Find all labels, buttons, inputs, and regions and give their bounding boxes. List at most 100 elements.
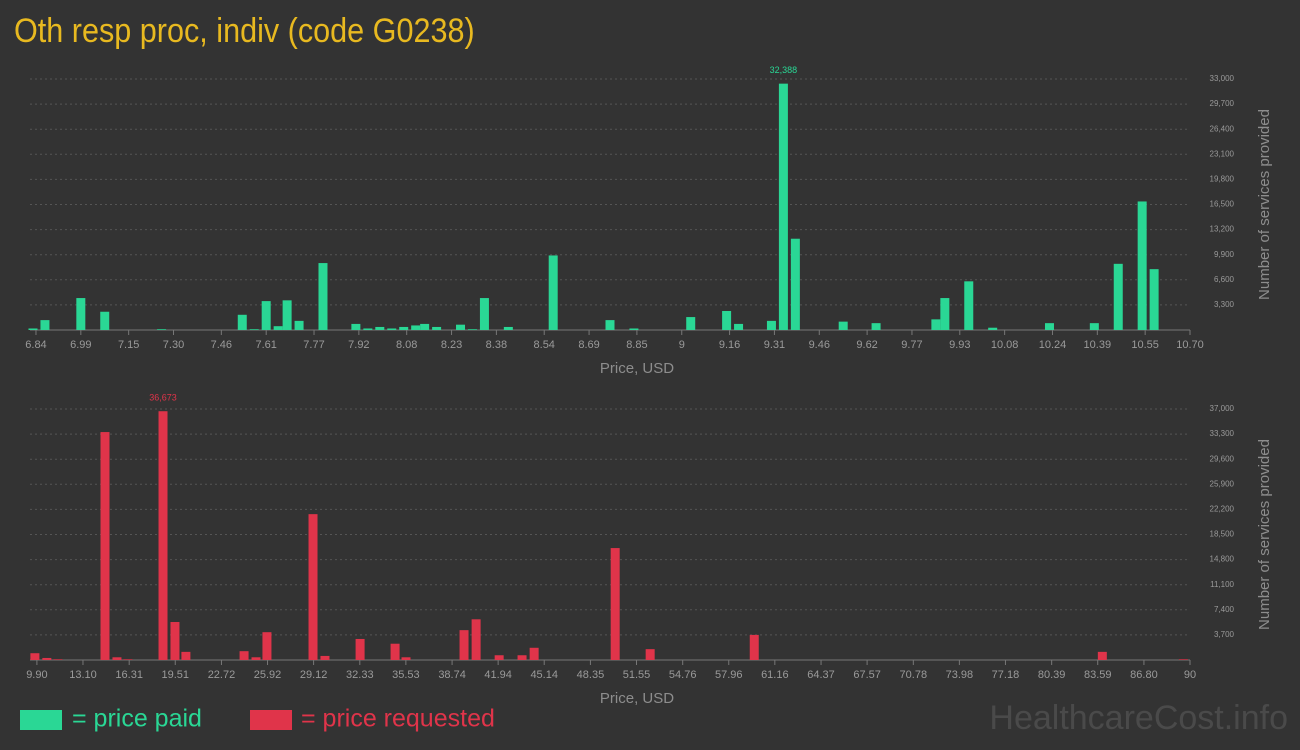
bar [181,651,191,660]
bar [411,325,421,330]
bar [170,622,180,660]
x-tick-label: 10.24 [1039,339,1067,351]
x-tick-label: 8.85 [626,339,647,351]
x-tick-label: 8.69 [578,339,599,351]
bar [734,323,744,330]
y-tick-label: 7,400 [1214,605,1235,614]
bar [262,632,272,660]
y-tick-label: 14,800 [1210,555,1235,564]
bar [940,298,950,330]
bar [529,647,539,660]
bar [158,411,168,660]
bar [766,320,776,330]
bar [53,659,63,660]
x-tick-label: 8.08 [396,339,417,351]
bar [988,327,998,330]
x-tick-label: 10.70 [1176,339,1204,351]
bar [390,643,400,660]
y-tick-label: 25,900 [1210,479,1235,488]
bar [318,263,328,330]
bar [100,311,110,330]
bar [251,657,261,660]
x-tick-label: 8.38 [486,339,507,351]
y-tick-label: 22,200 [1210,505,1235,514]
value-label: 36,673 [149,393,177,403]
legend-swatch [250,710,292,730]
bar [964,281,974,330]
bar [363,328,373,330]
y-tick-label: 23,100 [1210,149,1235,158]
y-tick-label: 6,600 [1214,275,1235,284]
bar [749,634,759,660]
y-tick-label: 11,100 [1210,580,1234,589]
y-tick-label: 33,300 [1210,429,1235,438]
x-tick-label: 22.72 [208,669,236,681]
x-tick-label: 8.23 [441,339,462,351]
x-tick-label: 25.92 [254,669,282,681]
x-tick-label: 32.33 [346,669,374,681]
bar [282,300,292,330]
x-tick-label: 10.55 [1131,339,1159,351]
x-tick-label: 64.37 [807,669,835,681]
x-tick-label: 90 [1184,669,1196,681]
x-axis-title: Price, USD [600,690,674,707]
x-tick-label: 7.15 [118,339,139,351]
bar [239,651,249,660]
page-title: Oth resp proc, indiv (code G0238) [14,12,475,50]
x-tick-label: 9.93 [949,339,970,351]
y-tick-label: 13,200 [1210,225,1235,234]
x-tick-label: 19.51 [161,669,189,681]
bar [467,329,477,330]
x-tick-label: 86.80 [1130,669,1158,681]
x-tick-label: 7.77 [303,339,324,351]
bar [790,238,800,330]
bar [1149,269,1159,330]
bar [1137,201,1147,330]
bar [722,310,732,330]
y-tick-label: 37,000 [1210,404,1235,413]
x-tick-label: 9.31 [764,339,785,351]
bar [261,301,271,330]
bar [123,659,133,660]
legend-swatch [20,710,62,730]
bar [1097,651,1107,660]
x-tick-label: 7.46 [211,339,232,351]
bar [494,655,504,660]
y-tick-label: 33,000 [1210,74,1235,83]
y-tick-label: 26,400 [1210,124,1235,133]
bar [308,514,318,660]
x-tick-label: 6.99 [70,339,91,351]
x-tick-label: 77.18 [992,669,1020,681]
bar [420,323,430,330]
legend-label: = price requested [301,705,495,733]
bar [40,320,50,330]
bar [320,655,330,660]
y-tick-label: 29,600 [1210,454,1235,463]
x-tick-label: 8.54 [534,339,555,351]
x-tick-label: 13.10 [69,669,97,681]
y-tick-label: 3,700 [1214,630,1235,639]
x-tick-label: 16.31 [115,669,143,681]
x-tick-label: 6.84 [25,339,46,351]
bar [517,655,527,660]
bar [100,432,110,660]
y-tick-label: 29,700 [1210,99,1235,108]
x-tick-label: 67.57 [853,669,881,681]
y-tick-label: 19,800 [1210,175,1235,184]
y-tick-label: 9,900 [1214,250,1235,259]
bar [1044,323,1054,330]
bar [838,321,848,330]
x-tick-label: 9.16 [719,339,740,351]
bar [401,657,411,660]
bar [605,320,615,330]
legend-label: = price paid [72,705,202,733]
x-tick-label: 54.76 [669,669,697,681]
bar [399,326,409,330]
bar [30,653,40,660]
x-tick-label: 57.96 [715,669,743,681]
x-tick-label: 83.59 [1084,669,1112,681]
x-tick-label: 7.30 [163,339,184,351]
x-tick-label: 38.74 [438,669,466,681]
x-tick-label: 41.94 [484,669,512,681]
x-tick-label: 35.53 [392,669,420,681]
